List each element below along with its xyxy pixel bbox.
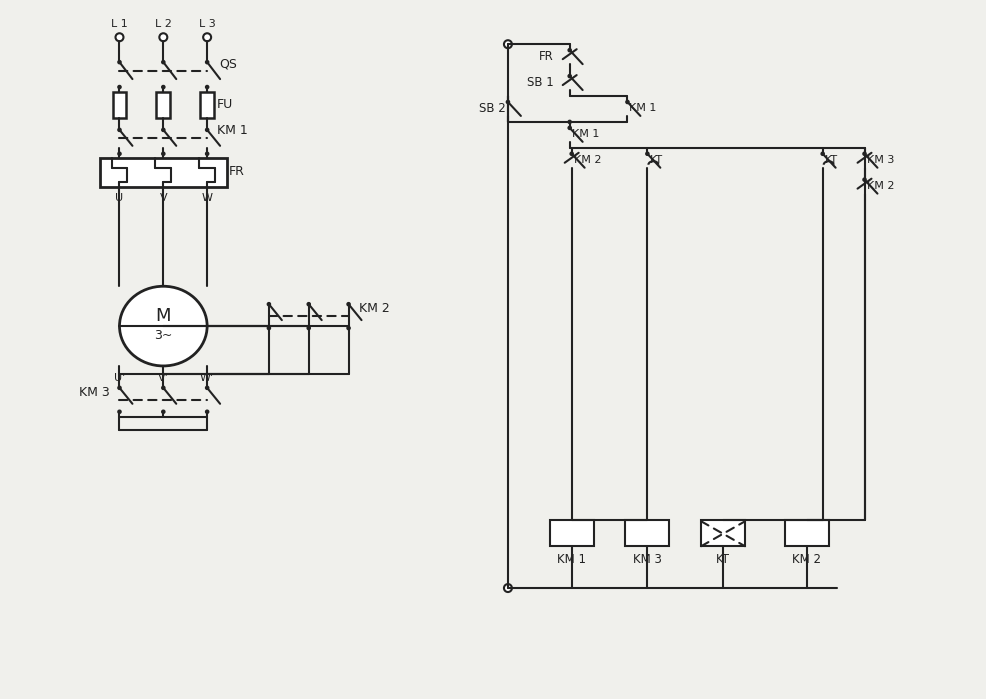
Text: KT: KT [824, 154, 837, 165]
Circle shape [161, 85, 166, 89]
Text: 3~: 3~ [154, 329, 173, 342]
Circle shape [117, 152, 121, 156]
Circle shape [161, 60, 166, 64]
Text: W': W' [200, 373, 214, 383]
Text: FR: FR [229, 165, 245, 178]
Text: KM 1: KM 1 [629, 103, 656, 113]
Text: KM 2: KM 2 [358, 302, 388, 315]
Circle shape [205, 128, 209, 132]
Text: KM 3: KM 3 [866, 154, 893, 165]
Circle shape [624, 100, 629, 104]
Bar [784, 520, 828, 546]
Circle shape [117, 128, 121, 132]
Circle shape [266, 326, 271, 331]
Text: M: M [156, 307, 171, 325]
Text: KM 2: KM 2 [866, 180, 893, 191]
Circle shape [205, 410, 209, 414]
Circle shape [205, 85, 209, 89]
Circle shape [115, 34, 123, 41]
Text: KT: KT [649, 154, 662, 165]
Circle shape [205, 386, 209, 390]
Circle shape [161, 128, 166, 132]
Bar [549, 520, 593, 546]
Text: KT: KT [716, 553, 730, 565]
Text: KM 3: KM 3 [632, 553, 662, 565]
Text: SB 2: SB 2 [479, 103, 506, 115]
Text: V': V' [158, 373, 169, 383]
Circle shape [159, 34, 168, 41]
Circle shape [504, 584, 512, 592]
Circle shape [306, 326, 311, 331]
Circle shape [161, 386, 166, 390]
Text: QS: QS [219, 57, 237, 71]
Bar [156, 92, 171, 118]
Circle shape [819, 152, 824, 156]
Circle shape [862, 152, 866, 156]
Circle shape [266, 302, 271, 306]
Circle shape [203, 34, 211, 41]
Circle shape [346, 302, 350, 306]
Circle shape [161, 410, 166, 414]
Circle shape [306, 302, 311, 306]
Circle shape [567, 48, 572, 52]
Circle shape [504, 41, 512, 48]
Text: U: U [115, 193, 123, 203]
Text: KM 1: KM 1 [217, 124, 247, 138]
Circle shape [862, 178, 866, 182]
Circle shape [645, 152, 649, 156]
Circle shape [569, 152, 574, 156]
Bar [200, 92, 214, 118]
Bar [100, 158, 227, 187]
Circle shape [567, 74, 572, 78]
Text: KM 3: KM 3 [79, 387, 109, 399]
Bar [625, 520, 669, 546]
Ellipse shape [119, 287, 207, 366]
Text: L 2: L 2 [155, 20, 172, 29]
Circle shape [205, 152, 209, 156]
Circle shape [505, 100, 510, 104]
Circle shape [346, 326, 350, 331]
Circle shape [117, 85, 121, 89]
Text: U': U' [113, 373, 125, 383]
Circle shape [161, 152, 166, 156]
Text: SB 1: SB 1 [527, 75, 553, 89]
Text: L 1: L 1 [111, 20, 128, 29]
Text: V: V [160, 193, 167, 203]
Circle shape [567, 126, 572, 130]
Text: KM 2: KM 2 [573, 154, 600, 165]
Text: KM 1: KM 1 [571, 129, 599, 139]
Bar [700, 520, 744, 546]
Circle shape [567, 120, 572, 124]
Text: FU: FU [217, 99, 233, 111]
Text: W: W [201, 193, 212, 203]
Circle shape [117, 386, 121, 390]
Text: KM 2: KM 2 [792, 553, 820, 565]
Text: FR: FR [538, 50, 553, 63]
Circle shape [117, 60, 121, 64]
Circle shape [117, 410, 121, 414]
Text: KM 1: KM 1 [557, 553, 586, 565]
Text: L 3: L 3 [198, 20, 215, 29]
Circle shape [205, 60, 209, 64]
Bar [112, 92, 126, 118]
